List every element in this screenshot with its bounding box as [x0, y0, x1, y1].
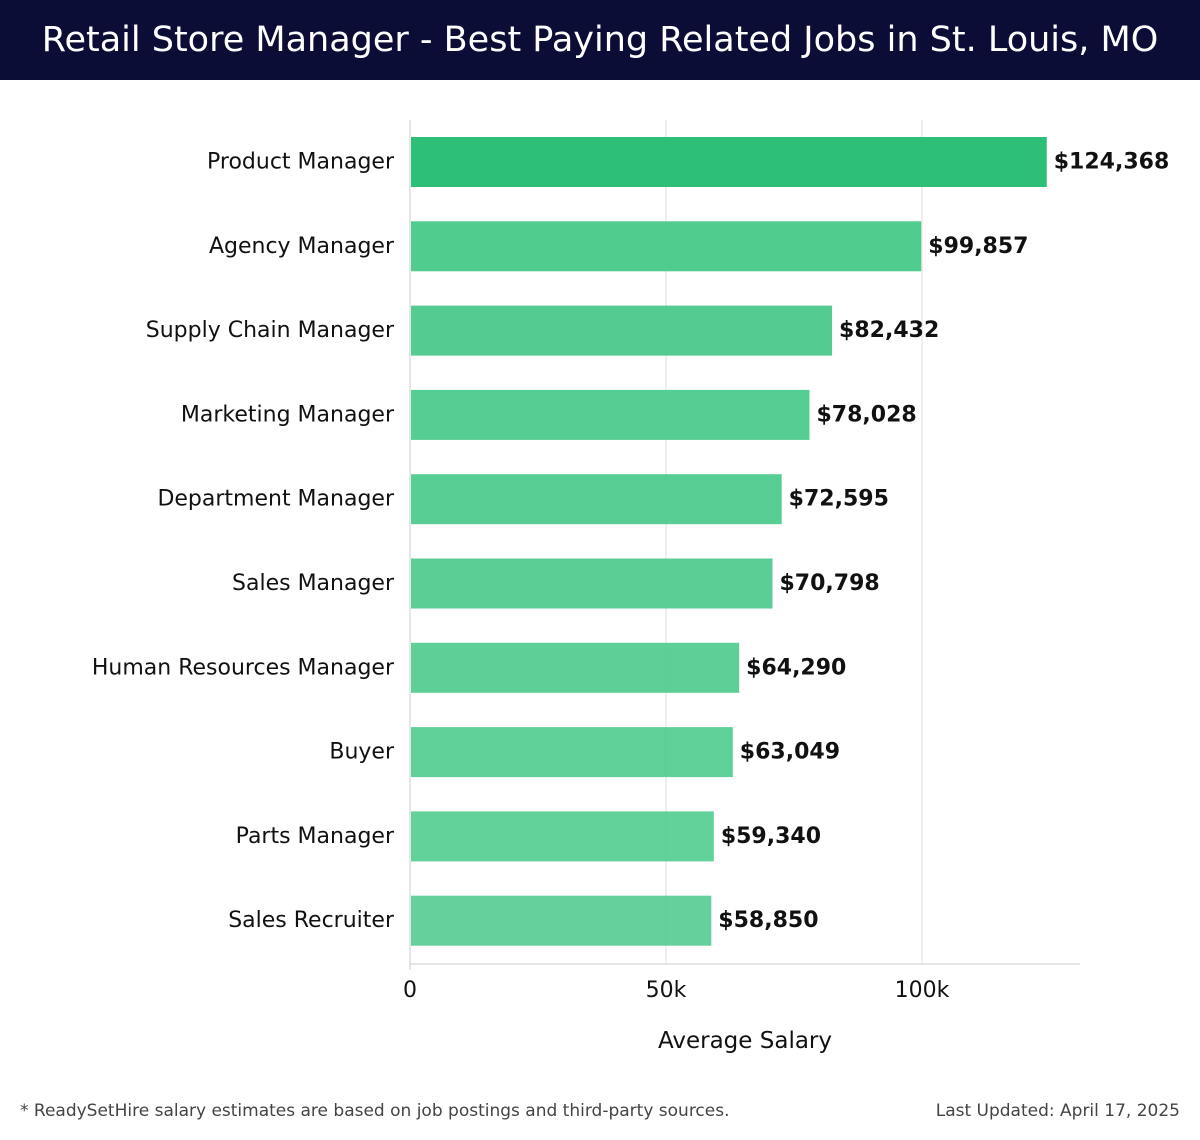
bar [411, 389, 810, 440]
bar [411, 642, 740, 693]
bar [411, 474, 782, 525]
data-label: $63,049 [740, 740, 840, 765]
bar [411, 558, 773, 609]
data-label: $58,850 [718, 908, 818, 933]
category-label: Buyer [329, 740, 395, 765]
category-label: Sales Manager [232, 571, 395, 596]
data-label: $82,432 [839, 318, 939, 343]
x-tick-label: 0 [403, 978, 417, 1003]
bar [411, 137, 1047, 187]
bar [411, 305, 833, 356]
data-label: $72,595 [789, 487, 889, 512]
category-label: Agency Manager [209, 234, 395, 259]
footer-note: * ReadySetHire salary estimates are base… [20, 1101, 730, 1121]
category-label: Product Manager [207, 150, 395, 175]
x-tick-label: 100k [895, 978, 950, 1003]
bar [411, 727, 733, 778]
data-label: $78,028 [817, 402, 917, 427]
bar [411, 811, 714, 862]
data-label: $124,368 [1054, 150, 1170, 175]
category-label: Supply Chain Manager [146, 318, 395, 343]
category-label: Sales Recruiter [228, 908, 395, 933]
header-bar: Retail Store Manager - Best Paying Relat… [0, 0, 1200, 80]
x-tick-label: 50k [646, 978, 687, 1003]
x-axis-title: Average Salary [658, 1028, 832, 1054]
category-label: Parts Manager [236, 824, 395, 849]
bar-chart: Product Manager $124,368 Agency Manager $99… [92, 120, 1170, 1054]
page-title: Retail Store Manager - Best Paying Relat… [41, 20, 1159, 60]
category-label: Human Resources Manager [92, 655, 395, 680]
data-label: $70,798 [779, 571, 879, 596]
bar [411, 895, 712, 946]
data-label: $59,340 [721, 824, 821, 849]
last-updated: Last Updated: April 17, 2025 [935, 1101, 1180, 1121]
category-label: Department Manager [157, 487, 395, 512]
data-label: $64,290 [746, 655, 846, 680]
data-label: $99,857 [928, 234, 1028, 259]
category-label: Marketing Manager [181, 402, 395, 427]
bar [411, 221, 922, 272]
